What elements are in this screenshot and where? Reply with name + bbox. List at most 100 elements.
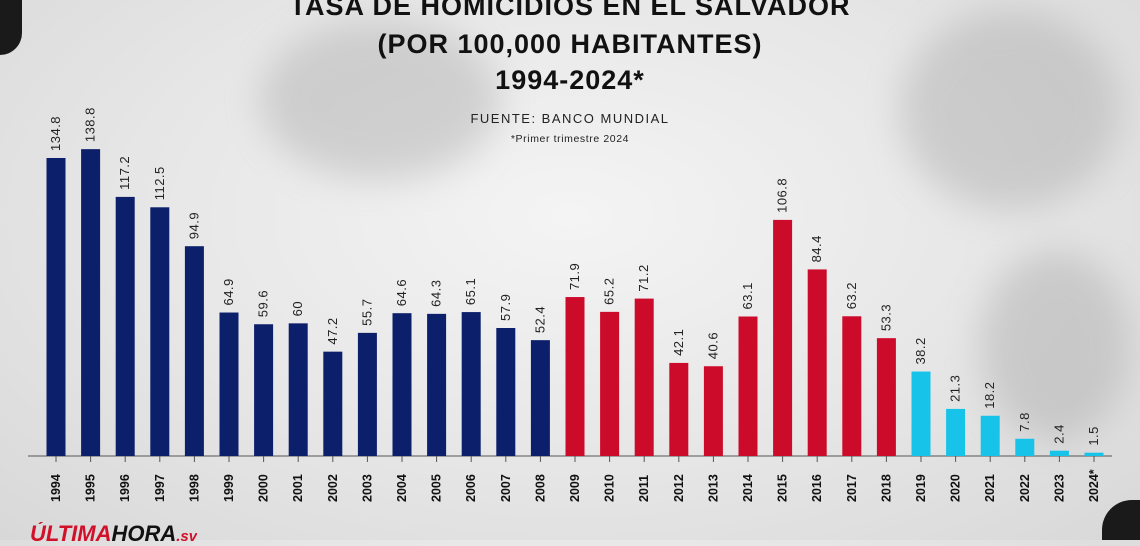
x-tick-label: 2022 — [1018, 474, 1032, 502]
data-label: 42.1 — [671, 329, 686, 356]
bar — [496, 327, 516, 456]
background-blur — [980, 250, 1130, 440]
x-tick-label: 1995 — [84, 474, 98, 502]
data-label: 106.8 — [775, 178, 790, 213]
x-tick-label: 2007 — [499, 474, 513, 502]
data-label: 65.2 — [602, 278, 617, 305]
x-tick-label: 2020 — [949, 474, 963, 502]
bar — [1015, 438, 1035, 456]
bar — [219, 312, 239, 456]
background-blur — [260, 20, 500, 180]
data-label: 117.2 — [117, 156, 132, 190]
x-tick-label: 2005 — [430, 474, 444, 502]
bar — [773, 219, 793, 456]
bar — [842, 316, 862, 456]
data-label: 64.9 — [221, 278, 236, 305]
data-label: 55.7 — [359, 299, 374, 326]
x-tick-label: 1994 — [49, 474, 63, 502]
data-label: 2.4 — [1051, 424, 1066, 444]
chart-source: FUENTE: BANCO MUNDIAL — [470, 111, 670, 126]
x-tick-label: 2019 — [914, 474, 928, 502]
bar — [946, 408, 966, 456]
bar — [150, 207, 170, 456]
bar — [530, 340, 550, 456]
x-tick-label: 2003 — [360, 474, 374, 502]
logo-part1: ÚLTIMA — [30, 522, 112, 546]
bar — [288, 323, 308, 456]
bar — [184, 246, 204, 456]
bar — [565, 297, 585, 456]
bar — [46, 157, 66, 456]
bar — [980, 415, 1000, 456]
background-blur — [900, 10, 1120, 210]
data-label: 94.9 — [186, 212, 201, 239]
x-tick-label: 2018 — [879, 474, 893, 502]
x-tick-label: 2015 — [776, 474, 790, 502]
x-tick-label: 2016 — [810, 474, 824, 502]
x-tick-label: 1996 — [118, 474, 132, 502]
x-tick-label: 2010 — [603, 474, 617, 502]
x-tick-label: 2004 — [395, 474, 409, 502]
x-tick-label: 2008 — [533, 474, 547, 502]
x-tick-label: 2021 — [983, 474, 997, 502]
data-label: 1.5 — [1086, 426, 1101, 446]
data-label: 59.6 — [256, 290, 271, 317]
bar — [876, 338, 896, 456]
x-tick-label: 1999 — [222, 474, 236, 502]
data-label: 21.3 — [948, 375, 963, 402]
x-tick-label: 2014 — [741, 474, 755, 502]
data-label: 57.9 — [498, 294, 513, 321]
x-tick-label: 2000 — [257, 474, 271, 502]
brand-logo: ÚLTIMAHORA.sv — [30, 522, 197, 546]
bar — [81, 149, 101, 456]
logo-part2: HORA — [111, 522, 177, 546]
x-tick-label: 2006 — [464, 474, 478, 502]
bar — [254, 324, 274, 456]
x-tick-label: 1997 — [153, 474, 167, 502]
x-tick-label: 2023 — [1052, 474, 1066, 502]
x-tick-label: 2017 — [845, 474, 859, 502]
data-label: 64.6 — [394, 279, 409, 306]
data-label: 138.8 — [83, 107, 98, 142]
bar — [461, 312, 481, 456]
chart-footnote: *Primer trimestre 2024 — [510, 133, 630, 145]
data-label: 53.3 — [878, 304, 893, 331]
x-tick-label: 2001 — [291, 474, 305, 502]
data-label: 84.4 — [809, 235, 824, 262]
bar — [807, 269, 827, 456]
chart-title-line2: (POR 100,000 HABITANTES) — [377, 29, 763, 59]
data-label: 134.8 — [48, 116, 63, 151]
data-label: 112.5 — [152, 166, 167, 200]
data-label: 47.2 — [325, 317, 340, 344]
data-label: 40.6 — [705, 332, 720, 359]
x-tick-label: 2009 — [568, 474, 582, 502]
x-tick-label: 2024* — [1087, 469, 1101, 502]
corner-silhouette-top-left — [0, 0, 22, 55]
x-tick-label: 2002 — [326, 474, 340, 502]
chart-years: 1994-2024* — [495, 65, 645, 95]
bar — [703, 366, 723, 456]
x-tick-label: 2013 — [706, 474, 720, 502]
data-label: 52.4 — [532, 306, 547, 333]
data-label: 38.2 — [913, 337, 928, 364]
bar — [115, 196, 135, 456]
data-label: 71.2 — [636, 264, 651, 291]
logo-part3: .sv — [176, 528, 198, 545]
bar — [1049, 450, 1069, 456]
data-label: 64.3 — [429, 280, 444, 307]
bar — [427, 313, 447, 456]
bar — [911, 371, 931, 456]
data-label: 71.9 — [567, 263, 582, 290]
x-tick-label: 2012 — [672, 474, 686, 502]
x-tick-label: 2011 — [637, 475, 651, 502]
data-label: 65.1 — [463, 278, 478, 305]
bar — [357, 332, 377, 456]
bar — [634, 298, 654, 456]
bar — [392, 313, 412, 456]
data-label: 18.2 — [982, 381, 997, 408]
data-label: 60 — [290, 301, 305, 316]
bar — [600, 311, 620, 456]
bar — [738, 316, 758, 456]
chart-title-line1: TASA DE HOMICIDIOS EN EL SALVADOR — [289, 0, 851, 21]
